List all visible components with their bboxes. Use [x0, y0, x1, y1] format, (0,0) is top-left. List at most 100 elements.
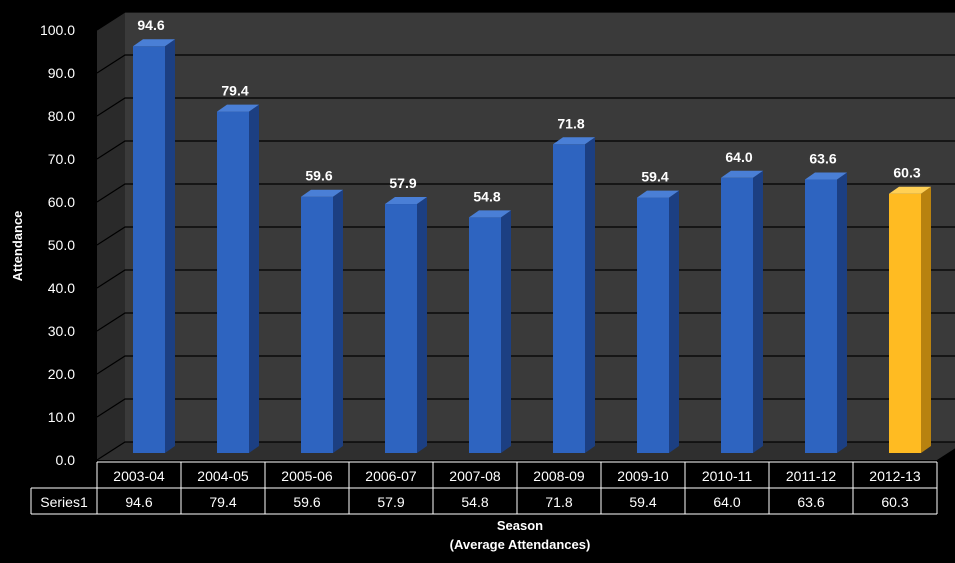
x-tick-label: 2012-13 — [869, 468, 921, 484]
x-tick-label: 2011-12 — [786, 468, 837, 484]
bar-side — [921, 186, 931, 453]
x-axis-label: Season — [497, 518, 543, 533]
x-tick-label: 2003-04 — [113, 468, 165, 484]
bar-top — [553, 137, 595, 145]
y-tick-label: 80.0 — [48, 108, 75, 124]
bar-front — [301, 196, 333, 453]
data-label: 60.3 — [893, 165, 920, 181]
bar — [133, 39, 175, 453]
bar-side — [249, 104, 259, 453]
data-label: 63.6 — [809, 151, 836, 167]
bar — [889, 186, 931, 453]
gridline — [96, 183, 955, 203]
bar-side — [669, 190, 679, 453]
gridline — [96, 441, 955, 461]
bar-front — [217, 111, 249, 453]
bar-side — [501, 210, 511, 453]
x-tick-label: 2010-11 — [702, 468, 753, 484]
bar-front — [553, 144, 585, 453]
bar — [721, 170, 763, 454]
bar-side — [837, 172, 847, 453]
y-tick-label: 0.0 — [56, 452, 76, 468]
x-tick-label: 2008-09 — [533, 468, 585, 484]
bar-front — [721, 177, 753, 454]
data-label: 71.8 — [557, 115, 584, 131]
table-value: 60.3 — [881, 494, 908, 510]
bar-top — [469, 210, 511, 218]
bar-top — [301, 189, 343, 197]
y-tick-label: 20.0 — [48, 366, 75, 382]
bar-top — [721, 170, 763, 178]
data-label: 79.4 — [221, 83, 248, 99]
y-tick-label: 70.0 — [48, 151, 75, 167]
gridline — [96, 269, 955, 289]
bar-top — [637, 190, 679, 198]
y-tick-label: 60.0 — [48, 194, 75, 210]
bar — [553, 137, 595, 453]
bar — [469, 210, 511, 453]
table-value: 57.9 — [377, 494, 404, 510]
bar-front — [805, 179, 837, 453]
bar-top — [805, 172, 847, 180]
gridline — [96, 226, 955, 246]
data-table: 2003-04 94.6 2004-05 79.4 2005-06 59.6 2006-07… — [30, 461, 938, 515]
x-axis-label-subtitle: (Average Attendances) — [450, 537, 591, 552]
table-value: 79.4 — [209, 494, 236, 510]
x-tick-label: 2005-06 — [281, 468, 333, 484]
bar-side — [585, 137, 595, 453]
bar-top — [133, 39, 175, 47]
data-label: 64.0 — [725, 149, 752, 165]
y-axis-ticks: 0.0 10.0 20.0 30.0 40.0 50.0 60.0 70.0 80.0 90.0 1… — [40, 22, 75, 468]
bars — [133, 39, 931, 454]
data-labels: 94.6 79.4 59.6 57.9 54.8 71.8 59.4 64.0 63.6 60.3 — [137, 17, 920, 204]
y-tick-label: 50.0 — [48, 237, 75, 253]
bar-side — [417, 197, 427, 453]
y-tick-label: 30.0 — [48, 323, 75, 339]
gridline — [96, 312, 955, 332]
gridline — [96, 355, 955, 375]
y-tick-label: 100.0 — [40, 22, 75, 38]
y-tick-label: 90.0 — [48, 65, 75, 81]
y-tick-label: 40.0 — [48, 280, 75, 296]
table-value: 59.4 — [629, 494, 656, 510]
bar-side — [753, 170, 763, 454]
y-tick-label: 10.0 — [48, 409, 75, 425]
gridline — [96, 97, 955, 117]
bar-front — [133, 46, 165, 453]
gridline — [96, 54, 955, 74]
data-label: 57.9 — [389, 175, 416, 191]
table-value: 63.6 — [797, 494, 824, 510]
bar — [217, 104, 259, 453]
data-label: 59.4 — [641, 169, 668, 185]
bar-front — [385, 204, 417, 453]
data-label: 59.6 — [305, 168, 332, 184]
table-value: 71.8 — [545, 494, 572, 510]
x-tick-label: 2007-08 — [449, 468, 501, 484]
bar-front — [637, 197, 669, 453]
x-tick-label: 2004-05 — [197, 468, 249, 484]
bar — [805, 172, 847, 453]
table-value: 59.6 — [293, 494, 320, 510]
bar — [637, 190, 679, 453]
data-label: 94.6 — [137, 17, 164, 33]
table-value: 54.8 — [461, 494, 488, 510]
gridline — [96, 140, 955, 160]
bar-top — [889, 186, 931, 194]
bar-front — [889, 193, 921, 453]
bar-front — [469, 217, 501, 453]
series-name: Series1 — [40, 494, 88, 510]
table-value: 94.6 — [125, 494, 152, 510]
x-tick-label: 2009-10 — [617, 468, 669, 484]
data-label: 54.8 — [473, 188, 500, 204]
bar — [301, 189, 343, 453]
y-axis-label: Attendance — [10, 211, 25, 282]
bar-side — [165, 39, 175, 453]
bar-top — [217, 104, 259, 112]
gridlines — [96, 11, 955, 461]
bar — [385, 197, 427, 453]
gridline — [96, 398, 955, 418]
table-value: 64.0 — [713, 494, 740, 510]
bar-top — [385, 197, 427, 205]
gridline — [96, 11, 955, 31]
